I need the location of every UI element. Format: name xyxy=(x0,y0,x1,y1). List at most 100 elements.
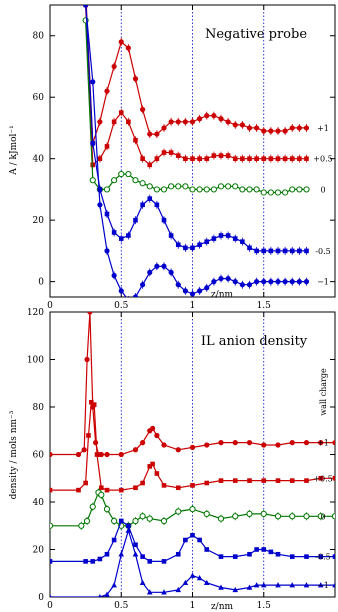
data-point xyxy=(111,272,117,279)
data-point xyxy=(175,586,182,593)
data-point xyxy=(139,180,146,187)
data-point xyxy=(133,485,138,491)
data-point xyxy=(182,288,188,294)
series-0 xyxy=(50,312,335,458)
series-line xyxy=(85,5,307,144)
data-point xyxy=(133,542,138,548)
data-point xyxy=(75,451,82,458)
data-point xyxy=(275,442,281,448)
data-point xyxy=(232,279,238,285)
data-point xyxy=(275,279,281,285)
data-point xyxy=(289,125,295,131)
data-point xyxy=(83,517,91,525)
data-point xyxy=(140,156,145,161)
data-point xyxy=(97,187,103,192)
data-point xyxy=(218,478,224,483)
data-point xyxy=(268,248,274,254)
series-3 xyxy=(50,518,335,564)
data-point xyxy=(261,478,267,483)
data-point xyxy=(318,440,324,446)
data-point xyxy=(254,125,260,131)
data-point xyxy=(218,116,224,122)
data-point xyxy=(154,471,160,476)
data-point xyxy=(240,239,245,244)
data-point xyxy=(317,513,324,520)
data-point xyxy=(161,559,167,564)
data-point xyxy=(204,239,210,244)
x-tick-label: 0 xyxy=(47,301,53,311)
data-point xyxy=(147,131,153,137)
x-tick-label: 1.5 xyxy=(257,601,272,611)
data-point xyxy=(204,113,210,119)
data-point xyxy=(197,156,202,161)
data-point xyxy=(253,582,260,588)
data-point xyxy=(98,491,105,498)
data-point xyxy=(218,584,224,590)
data-point xyxy=(90,162,96,168)
data-point xyxy=(118,288,124,294)
data-point xyxy=(118,487,124,493)
data-point xyxy=(275,128,281,134)
series-0 xyxy=(85,5,310,148)
x-tick-label: 0 xyxy=(47,601,53,611)
data-point xyxy=(218,275,224,282)
data-point xyxy=(225,153,231,158)
data-point xyxy=(132,447,139,453)
data-point xyxy=(331,513,335,520)
data-point xyxy=(147,162,153,168)
data-point xyxy=(332,475,335,481)
data-point xyxy=(190,483,195,488)
data-point xyxy=(304,248,309,254)
series-1 xyxy=(50,399,335,493)
series-1 xyxy=(83,5,309,169)
y-tick-label: 80 xyxy=(33,403,45,413)
data-point xyxy=(147,464,153,469)
data-point xyxy=(86,433,91,438)
data-point xyxy=(254,156,259,161)
data-point xyxy=(50,522,54,529)
data-point xyxy=(267,189,274,196)
data-point xyxy=(289,156,295,161)
data-point xyxy=(83,480,88,486)
data-point xyxy=(254,248,259,254)
data-point xyxy=(118,110,124,115)
data-point xyxy=(282,156,288,161)
data-point xyxy=(118,39,124,45)
data-point xyxy=(111,230,117,235)
title-il-anion-density: IL anion density xyxy=(201,334,308,349)
data-point xyxy=(118,518,124,524)
data-point xyxy=(146,183,153,190)
data-point xyxy=(133,137,138,143)
data-point xyxy=(89,399,94,405)
data-point xyxy=(132,177,139,184)
y-tick-label: 80 xyxy=(33,32,45,42)
data-point xyxy=(303,582,310,588)
data-point xyxy=(76,487,81,493)
data-point xyxy=(93,440,99,446)
data-point xyxy=(118,451,124,458)
data-point xyxy=(203,186,210,193)
data-point xyxy=(225,183,232,190)
data-point xyxy=(132,294,139,297)
data-point xyxy=(111,119,117,125)
data-point xyxy=(103,186,111,193)
y-tick-label: 40 xyxy=(33,155,45,165)
series-4 xyxy=(50,527,335,597)
data-point xyxy=(98,451,104,458)
data-point xyxy=(104,591,110,597)
series-label: +0.5 xyxy=(313,155,332,164)
data-point xyxy=(246,282,253,288)
data-point xyxy=(140,202,145,208)
data-point xyxy=(78,522,85,529)
data-point xyxy=(268,128,274,134)
data-point xyxy=(260,189,267,196)
series-label: -0.5 xyxy=(315,247,330,256)
data-point xyxy=(268,156,274,161)
data-point xyxy=(99,485,104,491)
data-point xyxy=(97,156,103,161)
series-label: 0 xyxy=(320,185,325,194)
y-tick-label: 120 xyxy=(27,308,44,318)
data-point xyxy=(104,451,110,458)
data-point xyxy=(147,559,153,564)
data-point xyxy=(218,153,224,158)
